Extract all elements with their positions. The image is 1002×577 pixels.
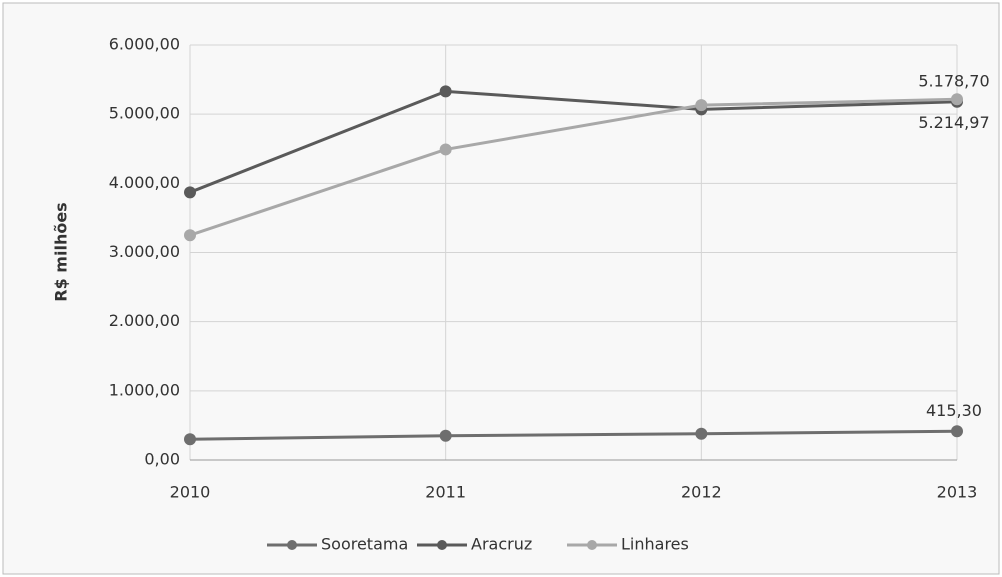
series-line	[189, 89, 958, 194]
legend-marker	[587, 540, 597, 550]
legend-label: Linhares	[621, 535, 689, 554]
x-tick-label: 2012	[681, 483, 722, 502]
x-tick-label: 2013	[937, 483, 978, 502]
data-point	[695, 99, 708, 112]
data-point	[951, 425, 963, 438]
data-label: 5.178,70	[918, 71, 989, 90]
data-point	[695, 427, 708, 440]
data-point	[184, 433, 196, 446]
y-tick-label: 3.000,00	[109, 242, 180, 261]
series-line	[189, 97, 958, 237]
y-tick-label: 4.000,00	[109, 173, 180, 192]
y-tick-label: 5.000,00	[109, 104, 180, 123]
data-point	[439, 429, 452, 442]
data-point	[439, 143, 452, 156]
x-tick-label: 2011	[425, 483, 466, 502]
legend-marker	[437, 540, 447, 550]
legend-label: Sooretama	[321, 535, 408, 554]
y-tick-label: 6.000,00	[109, 35, 180, 54]
y-tick-label: 0,00	[144, 450, 180, 469]
series-line	[189, 429, 958, 441]
data-point	[439, 85, 452, 98]
y-tick-label: 2.000,00	[109, 311, 180, 330]
legend-label: Aracruz	[471, 535, 532, 554]
legend-marker	[287, 540, 297, 550]
y-axis-title: R$ milhões	[52, 202, 71, 301]
data-label: 5.214,97	[918, 113, 989, 132]
data-label: 415,30	[926, 401, 982, 420]
data-point	[184, 186, 196, 199]
y-tick-label: 1.000,00	[109, 380, 180, 399]
x-tick-label: 2010	[170, 483, 211, 502]
data-point	[951, 93, 963, 106]
data-point	[184, 229, 196, 242]
